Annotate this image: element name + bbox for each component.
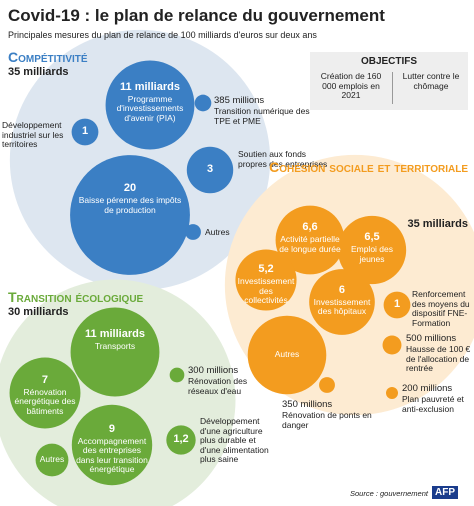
group-title: Cohésion sociale et territoriale [269, 159, 468, 175]
bubble-label: Plan pauvreté et anti-exclusion [402, 394, 464, 414]
bubble [185, 224, 201, 240]
bubble-value: 3 [206, 163, 214, 175]
bubble-label: Investissement des hôpitaux [313, 296, 371, 317]
group-total: 35 milliards [407, 218, 468, 230]
source: Source : gouvernement [350, 489, 428, 498]
bubble-value: 20 [123, 182, 137, 195]
bubble-label: Renforcement des moyens du dispositif FN… [412, 289, 470, 328]
bubble-label: Transports [94, 340, 136, 351]
subtitle: Principales mesures du plan de relance d… [8, 30, 317, 40]
bubble-label: Emploi des jeunes [350, 244, 394, 264]
bubble-label: Programme d'investissements d'avenir (PI… [116, 93, 184, 123]
divider [392, 72, 393, 104]
bubble-value: 350 millions [282, 399, 333, 410]
bubble-value: 6,6 [302, 221, 318, 234]
logo: AFP [432, 486, 458, 500]
objectives-title: OBJECTIFS [360, 56, 418, 67]
bubble-label: Autres [274, 349, 300, 359]
bubble-label: Autres [205, 227, 230, 237]
bubble [275, 205, 345, 275]
bubble [35, 443, 69, 477]
bubble [71, 118, 99, 146]
bubble-label: Développement d'une agriculture plus dur… [200, 416, 269, 465]
bubble-value: 1 [393, 298, 401, 310]
objective: Lutter contre le chômage [402, 71, 460, 91]
bubble-value: 500 millions [406, 333, 457, 344]
bubble [71, 404, 153, 486]
bubble-value: 11 milliards [85, 327, 145, 340]
bubble [319, 377, 335, 393]
bubble [382, 335, 402, 355]
bubble [247, 315, 327, 395]
group-total: 35 milliards [8, 66, 69, 78]
bubble [9, 357, 81, 429]
group-title: Transition écologique [8, 289, 144, 305]
bubble-label: Soutien aux fonds propres des entreprise… [238, 149, 328, 169]
bubble [383, 291, 411, 319]
bubble-label: Accompagnement des entreprises dans leur… [76, 435, 148, 475]
bubble-label: Rénovation de ponts en danger [282, 410, 372, 430]
bubble-label: Hausse de 100 € de l'allocation de rentr… [406, 344, 471, 374]
bubble-value: 5,2 [258, 263, 274, 276]
group-title: Compétitivité [8, 49, 88, 65]
bubble [70, 307, 160, 397]
bubble-value: 6 [338, 283, 346, 296]
bubble-label: Activité partielle de longue durée [279, 234, 341, 254]
bubble [386, 387, 398, 399]
title: Covid-19 : le plan de relance du gouvern… [8, 6, 385, 25]
objective: Création de 160 000 emplois en 2021 [320, 71, 382, 101]
bubble [186, 146, 234, 194]
bubble-value: 385 millions [214, 95, 265, 106]
bubble [309, 269, 375, 335]
bubble-label: Rénovation des réseaux d'eau [188, 376, 248, 396]
bubble [166, 425, 196, 455]
bubble-value: 6,5 [364, 231, 380, 244]
bubble-label: Investissement des collectivités [237, 276, 295, 306]
bubble [337, 215, 407, 285]
bubble [235, 249, 297, 311]
bubble [194, 94, 212, 112]
bubble-value: 9 [108, 422, 116, 435]
bubble-value: 7 [41, 373, 49, 386]
bubble-value: 1,2 [173, 433, 189, 445]
bubble-label: Transition numérique des TPE et PME [214, 106, 310, 126]
bubble [105, 60, 195, 150]
bubble-label: Développement industriel sur les territo… [2, 120, 64, 150]
bubble-label: Baisse pérenne des impôts de production [78, 195, 182, 215]
bubble [70, 155, 190, 275]
group-total: 30 milliards [8, 306, 69, 318]
bubble-value: 11 milliards [120, 80, 180, 93]
bubble-value: 1 [81, 125, 89, 137]
bubble-value: 200 millions [402, 383, 453, 394]
bubble-label: Autres [39, 454, 65, 464]
bubble [169, 367, 185, 383]
bubble-label: Rénovation énergétique des bâtiments [14, 386, 76, 416]
bubble-value: 300 millions [188, 365, 239, 376]
objectives-box [310, 52, 468, 110]
